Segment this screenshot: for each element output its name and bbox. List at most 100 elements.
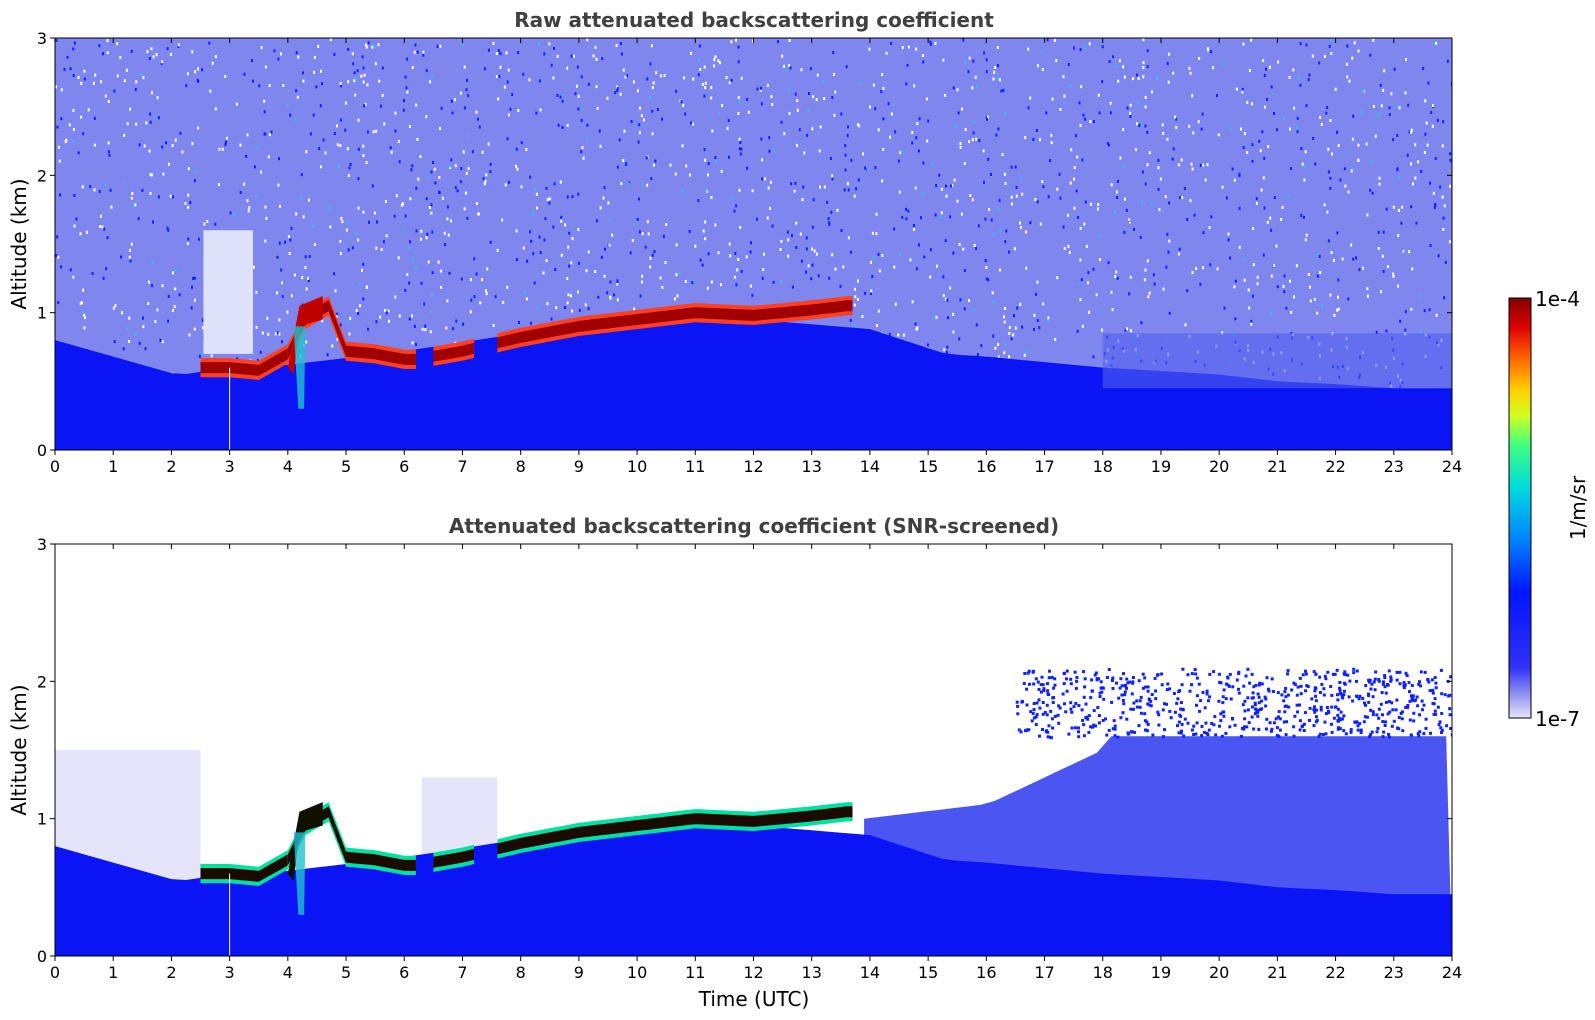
noise-speckle <box>406 90 409 94</box>
noise-speckle <box>1039 690 1043 694</box>
noise-speckle <box>567 245 570 249</box>
noise-speckle <box>357 206 360 210</box>
noise-speckle <box>1431 691 1435 695</box>
noise-speckle <box>1251 159 1254 163</box>
noise-speckle <box>286 310 289 314</box>
noise-speckle <box>438 190 440 194</box>
noise-speckle <box>86 230 88 234</box>
noise-speckle <box>1337 295 1339 299</box>
noise-speckle <box>1439 668 1443 672</box>
noise-speckle <box>1272 721 1276 725</box>
noise-speckle <box>1069 181 1072 185</box>
noise-speckle <box>1411 267 1414 271</box>
noise-speckle <box>1397 284 1400 288</box>
noise-speckle <box>1369 687 1373 691</box>
noise-speckle <box>920 216 922 220</box>
noise-speckle <box>434 181 437 185</box>
noise-speckle <box>1092 267 1095 271</box>
noise-speckle <box>728 242 731 246</box>
noise-speckle <box>949 215 952 219</box>
noise-speckle <box>810 277 813 281</box>
noise-speckle <box>1343 670 1347 674</box>
noise-speckle <box>1143 719 1147 723</box>
noise-speckle <box>1013 247 1016 251</box>
noise-speckle <box>1400 717 1404 721</box>
noise-speckle <box>1371 713 1375 717</box>
noise-speckle <box>1314 694 1317 698</box>
noise-speckle <box>337 165 340 169</box>
noise-speckle <box>674 172 677 176</box>
noise-speckle <box>1081 158 1084 162</box>
noise-speckle <box>738 100 741 104</box>
y-tick-label: 3 <box>37 535 47 554</box>
noise-speckle <box>149 112 152 116</box>
noise-speckle <box>877 128 880 132</box>
noise-speckle <box>1391 708 1395 712</box>
noise-speckle <box>1143 712 1147 716</box>
noise-speckle <box>1434 712 1438 716</box>
noise-speckle <box>1197 682 1201 686</box>
noise-speckle <box>967 70 970 74</box>
noise-speckle <box>811 225 814 229</box>
noise-speckle <box>629 251 632 255</box>
noise-speckle <box>1336 231 1339 235</box>
noise-speckle <box>362 297 365 301</box>
noise-speckle <box>322 138 325 142</box>
noise-speckle <box>460 277 463 281</box>
noise-speckle <box>946 345 949 349</box>
noise-speckle <box>704 86 707 90</box>
noise-speckle <box>414 43 417 47</box>
noise-speckle <box>1242 146 1245 150</box>
noise-speckle <box>847 188 850 192</box>
noise-speckle <box>1042 687 1046 691</box>
noise-speckle <box>1138 705 1142 709</box>
noise-speckle <box>633 307 636 311</box>
noise-speckle <box>987 278 990 282</box>
noise-speckle <box>1010 337 1013 341</box>
noise-speckle <box>1269 216 1272 220</box>
noise-speckle <box>594 45 597 49</box>
x-tick-label: 2 <box>166 963 176 982</box>
noise-speckle <box>1090 678 1094 682</box>
noise-speckle <box>978 139 981 143</box>
noise-speckle <box>739 140 742 144</box>
noise-speckle <box>1246 708 1250 712</box>
noise-speckle <box>1095 677 1099 681</box>
noise-speckle <box>1195 267 1198 270</box>
noise-speckle <box>1245 725 1249 729</box>
noise-speckle <box>1036 319 1039 323</box>
noise-speckle <box>1079 298 1082 302</box>
x-tick-label: 4 <box>283 457 293 476</box>
noise-speckle <box>921 54 924 57</box>
noise-speckle <box>209 89 212 93</box>
noise-speckle <box>108 153 111 157</box>
noise-speckle <box>1355 669 1359 673</box>
noise-speckle <box>615 43 618 47</box>
noise-speckle <box>263 99 266 103</box>
noise-speckle <box>1260 682 1264 686</box>
noise-speckle <box>1355 694 1359 698</box>
noise-speckle <box>587 82 590 86</box>
noise-speckle <box>1000 89 1003 93</box>
noise-speckle <box>492 41 495 45</box>
noise-speckle <box>1270 727 1274 731</box>
noise-speckle <box>409 197 412 201</box>
noise-speckle <box>1105 733 1109 737</box>
noise-speckle <box>339 323 342 327</box>
noise-speckle <box>1222 688 1226 692</box>
noise-speckle <box>959 145 962 149</box>
noise-speckle <box>609 296 612 300</box>
noise-speckle <box>962 247 965 251</box>
noise-speckle <box>719 61 721 65</box>
noise-speckle <box>1369 53 1372 57</box>
noise-speckle <box>1046 730 1050 734</box>
noise-speckle <box>408 317 411 321</box>
noise-speckle <box>616 282 619 286</box>
noise-speckle <box>1402 686 1406 690</box>
noise-speckle <box>288 252 291 255</box>
noise-speckle <box>1053 38 1056 42</box>
noise-speckle <box>1152 273 1155 277</box>
noise-speckle <box>1272 264 1275 267</box>
noise-speckle <box>304 266 307 269</box>
noise-speckle <box>922 191 925 195</box>
